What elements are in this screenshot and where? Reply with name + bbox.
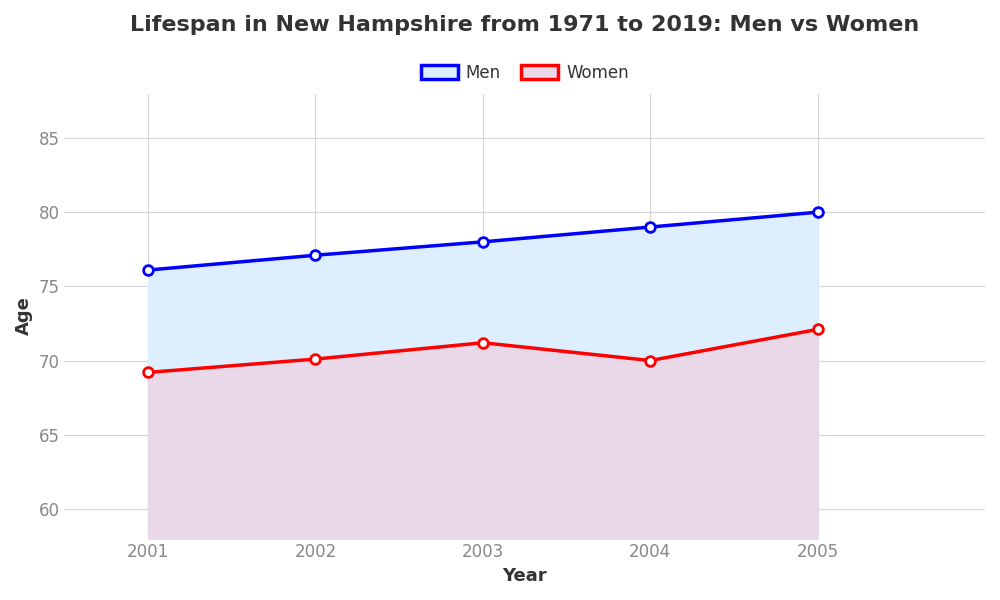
Title: Lifespan in New Hampshire from 1971 to 2019: Men vs Women: Lifespan in New Hampshire from 1971 to 2…: [130, 15, 919, 35]
Y-axis label: Age: Age: [15, 296, 33, 335]
Legend: Men, Women: Men, Women: [414, 58, 635, 89]
X-axis label: Year: Year: [502, 567, 547, 585]
